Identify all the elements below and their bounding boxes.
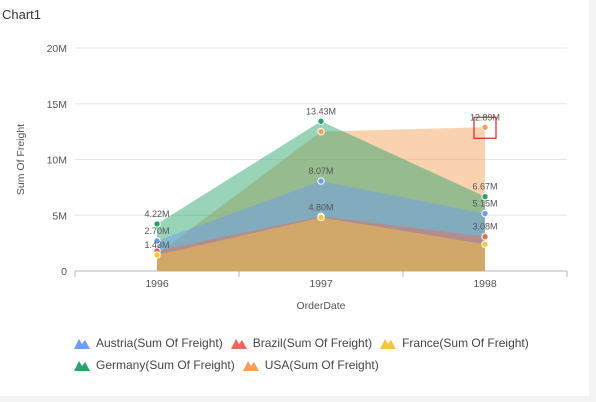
data-point [317,213,325,222]
data-point [153,220,161,228]
data-label: 1.43M [144,240,169,250]
chart-plot-area: 0 5M 10M 15M 20M 1996 1997 1998 OrderDate Sum Of … [15,43,568,312]
data-label: 2.70M [144,226,169,236]
area-series-icon [380,339,397,349]
x-tick-label: 1996 [145,278,169,290]
y-tick-label: 20M [47,43,67,55]
chart-panel: Chart1 0 5M 10M 15M 20M 1996 1997 1998 OrderDate… [0,0,589,396]
legend-row: Germany(Sum Of Freight) USA(Sum Of Freigh… [74,354,554,376]
data-label: 3.08M [472,222,497,232]
chart-legend: Austria(Sum Of Freight) Brazil(Sum Of Fre… [74,332,554,376]
chart-title: Chart1 [2,7,42,22]
area-series [157,216,485,271]
x-tick-label: 1998 [473,278,497,290]
data-point [317,177,325,185]
legend-item[interactable]: France(Sum Of Freight) [380,336,529,350]
area-series-icon [230,339,247,349]
y-tick-label: 10M [47,155,67,167]
data-point [481,232,489,241]
area-series-icon [74,339,90,349]
data-label: 4.80M [308,202,333,212]
data-label: 8.07M [308,166,333,176]
legend-label: Brazil(Sum Of Freight) [252,336,373,350]
data-point [317,117,325,125]
data-point [153,251,161,259]
legend-item[interactable]: Germany(Sum Of Freight) [74,358,235,372]
area-series [157,127,485,272]
y-axis-title: Sum Of Freight [15,124,27,195]
data-label: 6.67M [472,182,497,192]
legend-label: Austria(Sum Of Freight) [96,336,223,350]
data-point [481,192,489,201]
data-point [317,127,325,136]
y-tick-label: 15M [47,99,67,111]
area-series-icon [74,361,90,371]
data-label: 4.22M [144,209,169,219]
data-label: 12.89M [470,112,500,122]
legend-label: Germany(Sum Of Freight) [96,358,235,372]
legend-item[interactable]: Brazil(Sum Of Freight) [230,336,373,350]
data-point [481,123,489,131]
y-tick-label: 5M [52,210,67,222]
legend-item[interactable]: USA(Sum Of Freight) [242,358,379,372]
y-tick-label: 0 [61,266,67,278]
data-point [481,209,489,218]
area-series [157,121,485,272]
selected-point-box [473,116,497,139]
area-series [157,217,485,271]
area-series-icon [242,361,259,371]
data-label: 13.43M [306,106,336,116]
legend-label: France(Sum Of Freight) [402,336,529,350]
x-tick-label: 1997 [309,278,333,290]
legend-label: USA(Sum Of Freight) [264,358,379,372]
data-label: 5.15M [472,199,497,209]
legend-item[interactable]: Austria(Sum Of Freight) [74,336,223,350]
data-point [481,240,489,248]
area-series [157,181,485,271]
data-point [153,237,161,245]
x-axis-title: OrderDate [296,300,345,312]
legend-row: Austria(Sum Of Freight) Brazil(Sum Of Fre… [74,332,554,354]
